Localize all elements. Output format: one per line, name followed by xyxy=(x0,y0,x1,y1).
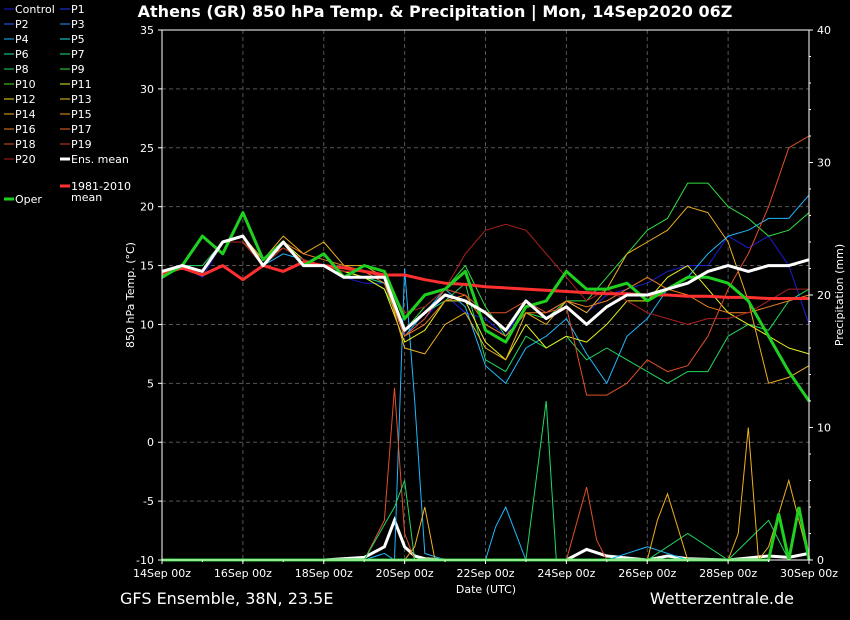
precip-line-p14 xyxy=(162,427,810,562)
legend-label: P4 xyxy=(15,33,29,46)
legend-label: P10 xyxy=(15,78,36,91)
y-ticks-left: 35 30 25 20 15 10 5 0 -5 -10 xyxy=(136,24,162,567)
legend-label: P6 xyxy=(15,48,29,61)
temp-line-oper xyxy=(161,211,811,402)
legend-label: P5 xyxy=(71,33,85,46)
legend-label: P9 xyxy=(71,63,85,76)
y2-axis-label: Precipitation (mm) xyxy=(833,244,846,346)
legend-label: P11 xyxy=(71,78,92,91)
legend-label: P3 xyxy=(71,18,85,31)
x-tick-label: 18Sep 00z xyxy=(295,567,353,580)
y2-tick-label: 40 xyxy=(817,24,831,37)
legend-label: P17 xyxy=(71,123,92,136)
legend-label: P13 xyxy=(71,93,92,106)
legend-label-climate-line2: mean xyxy=(71,191,102,204)
legend-label: P12 xyxy=(15,93,36,106)
y2-tick-label: 0 xyxy=(817,554,824,567)
y-tick-label: 15 xyxy=(140,260,154,273)
legend-label: P14 xyxy=(15,108,36,121)
chart-title: Athens (GR) 850 hPa Temp. & Precipitatio… xyxy=(138,2,733,22)
x-tick-label: 28Sep 00z xyxy=(699,567,757,580)
y-tick-label: 25 xyxy=(140,142,154,155)
y2-tick-label: 10 xyxy=(817,422,831,435)
legend-label-climate-line1: 1981-2010 xyxy=(71,180,131,193)
precip-line-p4 xyxy=(162,268,809,561)
temp-line-p4 xyxy=(161,194,810,384)
legend-label: P18 xyxy=(15,138,36,151)
legend-label: P7 xyxy=(71,48,85,61)
legend-label: P19 xyxy=(71,138,92,151)
legend-label: P8 xyxy=(15,63,29,76)
x-tick-label: 14Sep 00z xyxy=(133,567,191,580)
legend-label: Ens. mean xyxy=(71,153,129,166)
legend-label: P20 xyxy=(15,153,36,166)
x-tick-label: 22Sep 00z xyxy=(457,567,515,580)
footer-model-info: GFS Ensemble, 38N, 23.5E xyxy=(120,589,333,608)
legend-label: P15 xyxy=(71,108,92,121)
footer-source: Wetterzentrale.de xyxy=(650,589,794,608)
y-tick-label: -10 xyxy=(136,554,154,567)
y-tick-label: 35 xyxy=(140,24,154,37)
legend-label-oper: Oper xyxy=(15,193,42,206)
legend-label-climate: 1981-2010 mean xyxy=(71,180,131,204)
x-tick-label: 26Sep 00z xyxy=(618,567,676,580)
y-tick-label: 10 xyxy=(140,318,154,331)
legend-label: P1 xyxy=(71,3,85,16)
legend-label: Control xyxy=(15,3,55,16)
legend: Control P1 P2 P3 P4 P5 P6 P7 P8 P9 P10 P11 P12 P13 P14… xyxy=(4,3,131,206)
y-ticks-right: 40 30 20 10 0 xyxy=(809,24,831,567)
y2-tick-label: 30 xyxy=(817,157,831,170)
temp-line-1981-2010-mean xyxy=(161,260,809,300)
x-tick-label: 24Sep 00z xyxy=(537,567,595,580)
y-tick-label: 30 xyxy=(140,83,154,96)
x-ticks: 14Sep 00z 16Sep 00z 18Sep 00z 20Sep 00z 22Se… xyxy=(133,560,838,580)
y2-tick-label: 20 xyxy=(817,289,831,302)
y-tick-label: 5 xyxy=(147,377,154,390)
legend-label: P2 xyxy=(15,18,29,31)
precip-line-p8 xyxy=(162,400,809,561)
x-tick-label: 30Sep 00z xyxy=(780,567,838,580)
y-tick-label: 20 xyxy=(140,201,154,214)
temp-line-ens-mean xyxy=(161,234,810,332)
x-tick-label: 20Sep 00z xyxy=(376,567,434,580)
legend-label: P16 xyxy=(15,123,36,136)
temperature-layer xyxy=(161,135,811,402)
y-tick-label: -5 xyxy=(143,495,154,508)
grid-layer xyxy=(162,30,809,560)
y-tick-label: 0 xyxy=(147,436,154,449)
y-axis-label: 850 hPa Temp. (°C) xyxy=(124,242,137,348)
x-tick-label: 16Sep 00z xyxy=(214,567,272,580)
x-axis-label: Date (UTC) xyxy=(456,583,516,596)
